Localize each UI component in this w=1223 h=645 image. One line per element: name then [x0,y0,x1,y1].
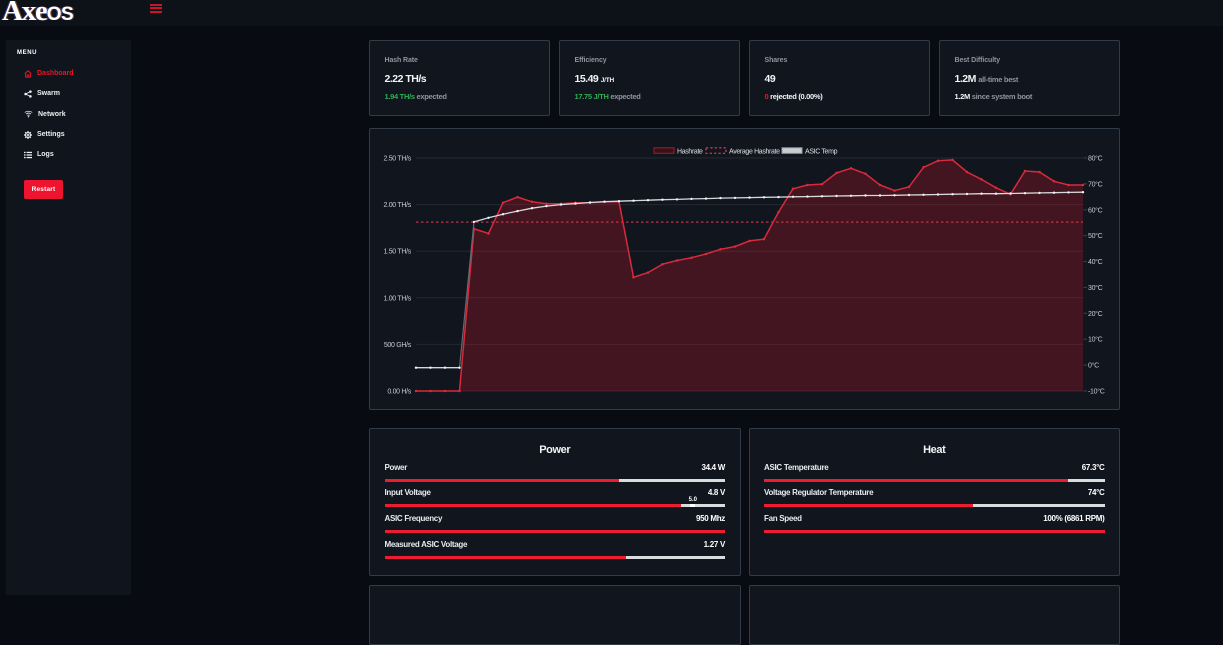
svg-text:20°C: 20°C [1088,309,1103,317]
svg-text:50°C: 50°C [1088,232,1103,240]
svg-text:2.50 TH/s: 2.50 TH/s [383,155,411,162]
svg-text:500 GH/s: 500 GH/s [384,341,412,348]
svg-text:1.00 TH/s: 1.00 TH/s [383,295,411,302]
svg-text:70°C: 70°C [1088,180,1103,188]
svg-text:60°C: 60°C [1088,206,1103,214]
svg-text:0.00 H/s: 0.00 H/s [387,388,411,395]
svg-text:10°C: 10°C [1088,335,1103,343]
svg-text:40°C: 40°C [1088,258,1103,266]
svg-text:1.50 TH/s: 1.50 TH/s [383,248,411,255]
svg-text:80°C: 80°C [1088,154,1103,162]
svg-text:30°C: 30°C [1088,283,1103,291]
svg-text:Hashrate: Hashrate [677,148,703,155]
svg-text:0°C: 0°C [1088,361,1099,369]
svg-text:Average Hashrate: Average Hashrate [729,148,780,155]
svg-text:2.00 TH/s: 2.00 TH/s [383,202,411,209]
svg-text:ASIC Temp: ASIC Temp [805,148,838,155]
svg-text:-10°C: -10°C [1088,387,1105,395]
